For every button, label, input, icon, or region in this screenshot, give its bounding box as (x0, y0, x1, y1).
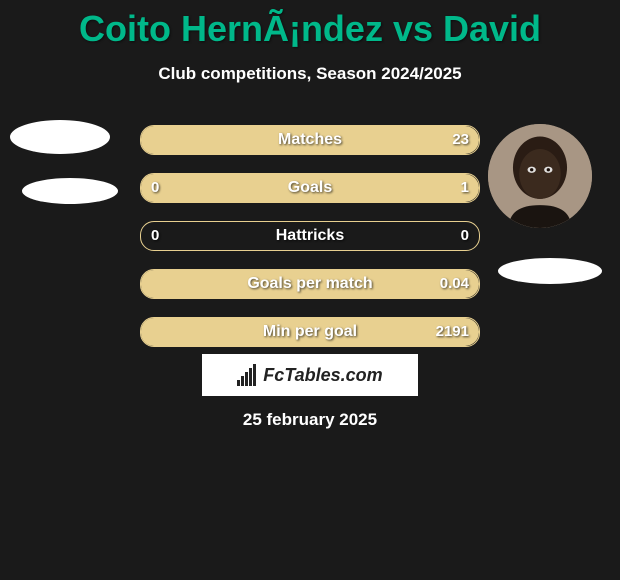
logo-tail: Tables.com (284, 365, 382, 385)
stats-block: 23Matches 01Goals 00Hattricks 0.04Goals per… (140, 125, 480, 365)
stat-label: Matches (141, 126, 479, 154)
stat-row: 0.04Goals per match (140, 269, 480, 299)
logo-text: FcTables.com (263, 365, 382, 386)
stat-label: Goals per match (141, 270, 479, 298)
stat-row: 01Goals (140, 173, 480, 203)
player-right-avatar (488, 124, 592, 228)
infographic-root: Coito HernÃ¡ndez vs David Club competiti… (0, 0, 620, 580)
player-left-placeholder-2 (22, 178, 118, 204)
stat-label: Hattricks (141, 222, 479, 250)
stat-row: 00Hattricks (140, 221, 480, 251)
logo-box: FcTables.com (202, 354, 418, 396)
player-left-placeholder-1 (10, 120, 110, 154)
comparison-subtitle: Club competitions, Season 2024/2025 (0, 64, 620, 84)
stat-row: 2191Min per goal (140, 317, 480, 347)
avatar-svg (488, 124, 592, 228)
comparison-title: Coito HernÃ¡ndez vs David (0, 0, 620, 50)
stat-row: 23Matches (140, 125, 480, 155)
stat-label: Goals (141, 174, 479, 202)
player-right-placeholder (498, 258, 602, 284)
stat-label: Min per goal (141, 318, 479, 346)
date-line: 25 february 2025 (0, 410, 620, 430)
bars-icon (237, 364, 259, 386)
